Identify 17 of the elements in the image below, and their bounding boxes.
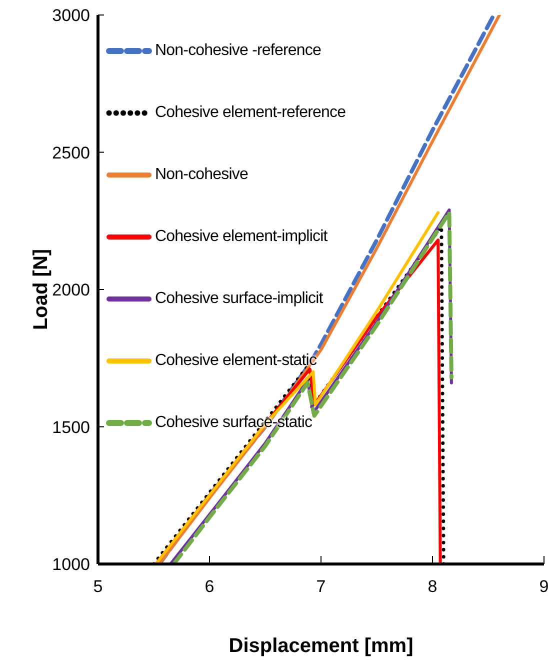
legend-label: Non-cohesive -reference bbox=[155, 42, 321, 60]
x-tick-label: 6 bbox=[204, 577, 214, 596]
y-tick-label: 1500 bbox=[52, 418, 90, 437]
x-tick-label: 8 bbox=[428, 577, 438, 596]
legend-label: Cohesive element-implicit bbox=[155, 228, 328, 246]
x-tick-label: 7 bbox=[316, 577, 326, 596]
y-tick-label: 2000 bbox=[52, 280, 90, 300]
legend-label: Cohesive element-reference bbox=[155, 104, 346, 122]
legend-label: Cohesive surface-implicit bbox=[155, 290, 323, 308]
y-tick-label: 1000 bbox=[52, 555, 90, 574]
x-tick-label: 5 bbox=[93, 577, 103, 596]
y-tick-label: 2500 bbox=[52, 143, 90, 162]
legend-label: Non-cohesive bbox=[155, 166, 248, 184]
x-tick-label: 9 bbox=[539, 577, 548, 596]
y-axis-title: Load [N] bbox=[30, 248, 52, 330]
x-axis-title: Displacement [mm] bbox=[228, 635, 414, 657]
y-tick-label: 3000 bbox=[52, 6, 90, 26]
